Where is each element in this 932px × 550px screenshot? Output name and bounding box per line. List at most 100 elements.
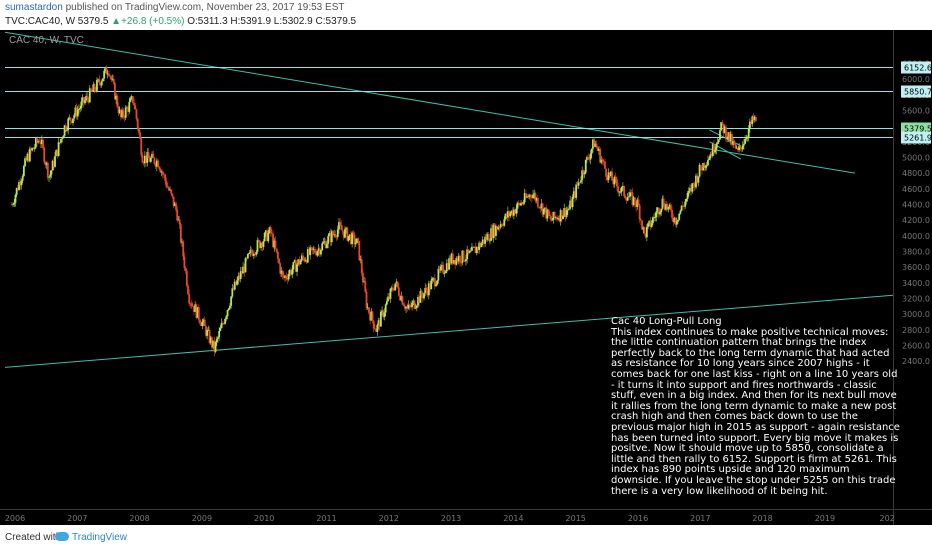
candle-body [14,194,17,203]
y-tick-label: 3400.0 [902,279,930,288]
tradingview-logo[interactable]: TradingView [55,532,127,543]
candle-body [227,308,230,311]
candle-body [122,110,125,117]
candle-body [20,180,23,186]
candle-body [56,149,59,157]
candle-body [483,239,485,244]
candle-body [49,174,52,177]
candle-body [110,76,113,80]
candle-body [214,342,217,352]
ohlc-line: TVC:CAC40, W 5379.5 ▲+26.8 (+0.5%) O:531… [5,16,356,27]
candle-body [256,240,259,252]
candle-body [314,249,316,253]
candle-body [611,171,614,181]
candle-body [516,202,519,209]
candle-body [225,316,228,319]
last-price: 5379.5 [77,16,109,27]
candle-body [731,134,733,145]
candle-body [66,130,68,131]
candle-body [546,209,549,219]
candle-body [606,176,609,181]
candle-body [502,225,504,227]
candle-body [177,219,180,221]
candle-body [299,260,302,265]
candle-body [713,144,715,153]
candle-body [24,158,26,167]
candle-body [247,253,249,259]
author-link[interactable]: sumastardon [5,2,63,13]
candle-body [370,311,373,321]
candle-body [710,154,713,156]
candle-body [478,242,481,250]
candle-body [575,184,578,198]
x-tick-label: 2008 [129,514,149,523]
candle-body [353,234,356,245]
candle-body [21,176,24,181]
tradingview-cloud-icon [55,532,69,541]
x-tick-label: 2009 [192,514,212,523]
candle-body [506,211,509,218]
y-tick-label: 4400.0 [902,200,930,209]
candle-body [352,232,355,235]
candle-body [673,217,676,223]
candle-body [338,222,340,230]
candle-body [273,240,276,248]
candle-body [473,246,476,248]
x-tick-label: 2017 [690,514,710,523]
candle-body [689,187,691,191]
candle-body [143,155,146,164]
candle-body [165,180,168,187]
candle-body [596,147,599,151]
candle-body [451,253,454,264]
candle-body [701,169,703,171]
candle-body [666,204,669,210]
candle-body [517,202,520,204]
candle-body [729,134,732,142]
candle-body [243,266,246,273]
candle-body [430,280,433,290]
candle-body [750,121,752,124]
x-tick-label: 2015 [566,514,586,523]
candle-body [99,82,102,86]
candle-body [581,170,584,181]
candle-body [290,269,292,275]
candle-body [625,198,628,201]
candle-body [191,305,194,307]
candle-body [725,126,727,140]
candle-body [734,144,737,149]
chart-area[interactable]: 2400.0 2600.0 2800.0 3000.0 3200.0 3400.0 3600… [0,30,932,525]
candle-body [714,149,717,153]
candle-body [529,194,532,197]
candle-body [235,281,237,285]
candle-body [552,211,555,220]
candle-body [572,191,575,197]
candle-body [28,148,31,162]
price-chart[interactable]: 2400.0 2600.0 2800.0 3000.0 3200.0 3400.0 3600… [0,30,932,525]
candle-body [547,209,550,216]
candle-body [751,116,754,124]
candle-body [453,260,455,264]
candle-body [369,312,372,321]
candle-body [533,193,536,195]
candle-body [242,266,245,274]
candle-body [383,312,386,318]
candle-body [551,219,554,221]
candle-body [679,210,682,214]
candle-body [388,296,391,299]
chart-header: sumastardon published on TradingView.com… [0,0,932,30]
candle-body [619,191,622,193]
candle-body [37,141,40,143]
candle-body [75,107,78,117]
y-tick-label: 4800.0 [902,169,930,178]
candle-body [649,220,652,227]
candle-body [306,249,309,263]
candle-body [568,208,570,210]
candle-body [545,207,548,219]
x-tick-label: 2018 [752,514,772,523]
candle-body [280,270,283,274]
candle-body [696,175,699,183]
candle-body [744,138,747,144]
candle-body [644,233,647,238]
candle-body [221,322,224,324]
candle-body [618,191,621,193]
